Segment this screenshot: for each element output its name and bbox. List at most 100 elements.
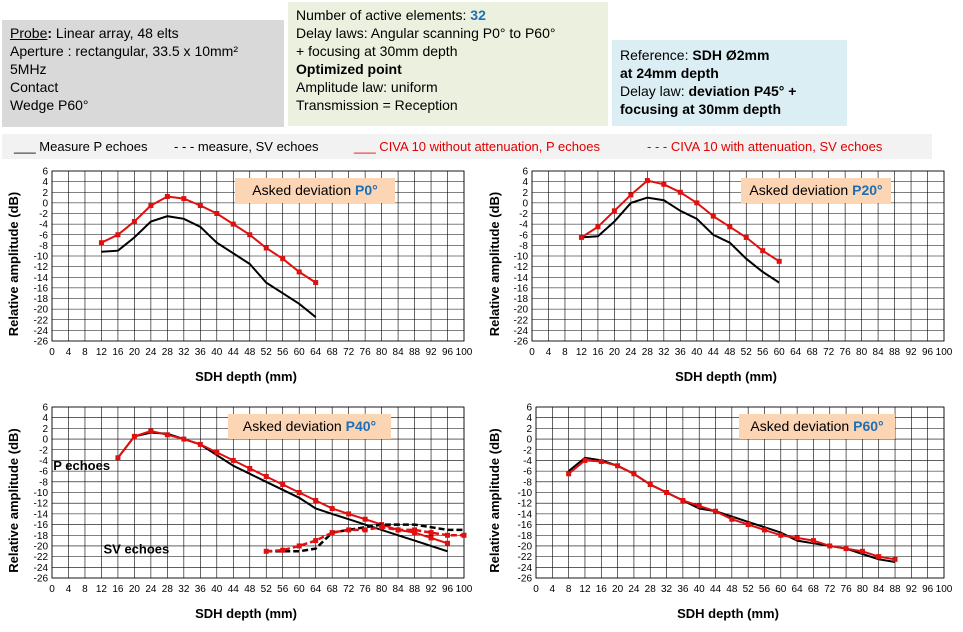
data-point xyxy=(892,556,898,562)
x-tick-label: 12 xyxy=(576,347,588,358)
data-point xyxy=(694,200,700,206)
y-tick-label: -16 xyxy=(34,283,49,294)
y-axis-label: Relative amplitude (dB) xyxy=(487,428,502,572)
y-tick-label: 4 xyxy=(42,413,48,424)
y-tick-label: -20 xyxy=(514,305,529,316)
x-tick-label: 4 xyxy=(66,584,72,595)
x-tick-label: 4 xyxy=(66,347,72,358)
y-tick-label: -12 xyxy=(518,499,533,510)
x-tick-label: 12 xyxy=(579,584,591,595)
y-tick-label: -20 xyxy=(518,541,533,552)
y-tick-label: -2 xyxy=(39,209,48,220)
y-tick-label: 4 xyxy=(42,177,48,188)
asked-deviation-label: Asked deviation xyxy=(750,418,853,434)
x-tick-label: 44 xyxy=(228,584,240,595)
x-tick-label: 92 xyxy=(906,584,918,595)
asked-deviation-label: Asked deviation xyxy=(243,418,346,434)
probe-aperture: Aperture : rectangular, 33.5 x 10mm² xyxy=(10,43,238,59)
x-axis-label: SDH depth (mm) xyxy=(195,606,297,621)
data-point xyxy=(615,463,621,469)
data-point xyxy=(230,457,236,463)
reference-prefix: Reference: xyxy=(620,47,693,63)
x-tick-label: 24 xyxy=(625,347,637,358)
y-tick-label: 6 xyxy=(42,167,48,178)
data-point xyxy=(131,433,137,439)
y-tick-label: -18 xyxy=(518,531,533,542)
y-tick-label: 2 xyxy=(522,188,528,199)
x-tick-label: 36 xyxy=(195,584,207,595)
y-tick-label: -22 xyxy=(34,552,49,563)
x-tick-label: 40 xyxy=(211,584,223,595)
x-tick-label: 76 xyxy=(841,584,853,595)
data-point xyxy=(164,194,170,199)
y-tick-label: 2 xyxy=(526,424,532,435)
y-tick-label: -8 xyxy=(39,241,48,252)
y-tick-label: -20 xyxy=(34,541,49,552)
data-point xyxy=(296,269,302,275)
x-tick-label: 84 xyxy=(873,584,885,595)
data-point xyxy=(280,547,286,553)
data-point xyxy=(876,554,882,560)
y-tick-label: -4 xyxy=(39,220,48,231)
y-tick-label: -4 xyxy=(523,456,532,467)
probe-label: Probe xyxy=(10,25,48,41)
x-tick-label: 44 xyxy=(710,584,722,595)
data-point xyxy=(696,503,702,509)
y-tick-label: -2 xyxy=(39,445,48,456)
x-tick-label: 52 xyxy=(261,347,273,358)
data-point xyxy=(412,530,418,536)
asked-deviation-value: P20° xyxy=(852,182,883,198)
x-tick-label: 84 xyxy=(873,347,885,358)
y-tick-label: -12 xyxy=(514,262,529,273)
data-point xyxy=(313,280,319,286)
data-point xyxy=(412,527,418,533)
series-annotation: SV echoes xyxy=(104,541,170,556)
data-point xyxy=(181,196,187,202)
x-tick-label: 4 xyxy=(546,347,552,358)
y-tick-label: -22 xyxy=(514,315,529,326)
data-point xyxy=(445,532,451,538)
x-tick-label: 92 xyxy=(425,347,437,358)
data-point xyxy=(628,192,634,198)
probe-line: Probe: Linear array, 48 elts xyxy=(10,24,276,42)
x-tick-label: 96 xyxy=(442,584,454,595)
data-point xyxy=(713,508,719,514)
reference-sdh-depth: at 24mm depth xyxy=(620,65,719,81)
series-line xyxy=(100,195,317,284)
data-point xyxy=(296,543,302,549)
y-tick-label: 0 xyxy=(42,435,48,446)
x-tick-label: 68 xyxy=(327,584,339,595)
x-tick-label: 76 xyxy=(360,584,372,595)
x-tick-label: 32 xyxy=(178,347,190,358)
data-point xyxy=(214,211,220,216)
x-tick-label: 88 xyxy=(889,584,901,595)
y-tick-label: -26 xyxy=(514,337,529,348)
asked-deviation-box xyxy=(739,414,895,439)
y-tick-label: -18 xyxy=(34,294,49,305)
asked-deviation-value: P0° xyxy=(355,182,378,198)
y-tick-label: -4 xyxy=(519,220,528,231)
y-axis-label: Relative amplitude (dB) xyxy=(6,192,21,336)
data-point xyxy=(778,532,784,538)
y-tick-label: 6 xyxy=(526,403,532,414)
data-point xyxy=(745,522,751,528)
y-tick-label: -24 xyxy=(514,326,529,337)
y-tick-label: -8 xyxy=(519,241,528,252)
x-tick-label: 60 xyxy=(294,584,306,595)
x-tick-label: 28 xyxy=(645,584,657,595)
x-tick-label: 24 xyxy=(145,584,157,595)
x-tick-label: 72 xyxy=(343,584,355,595)
x-tick-label: 96 xyxy=(922,347,934,358)
y-tick-label: -24 xyxy=(518,563,533,574)
data-point xyxy=(598,459,604,465)
data-point xyxy=(631,471,637,477)
data-point xyxy=(595,224,601,230)
data-point xyxy=(644,178,650,184)
x-tick-label: 8 xyxy=(566,584,572,595)
y-tick-label: -6 xyxy=(39,467,48,478)
y-tick-label: -6 xyxy=(523,467,532,478)
data-point xyxy=(115,455,121,461)
x-tick-label: 48 xyxy=(244,347,256,358)
x-tick-label: 100 xyxy=(456,584,473,595)
data-point xyxy=(197,441,203,447)
